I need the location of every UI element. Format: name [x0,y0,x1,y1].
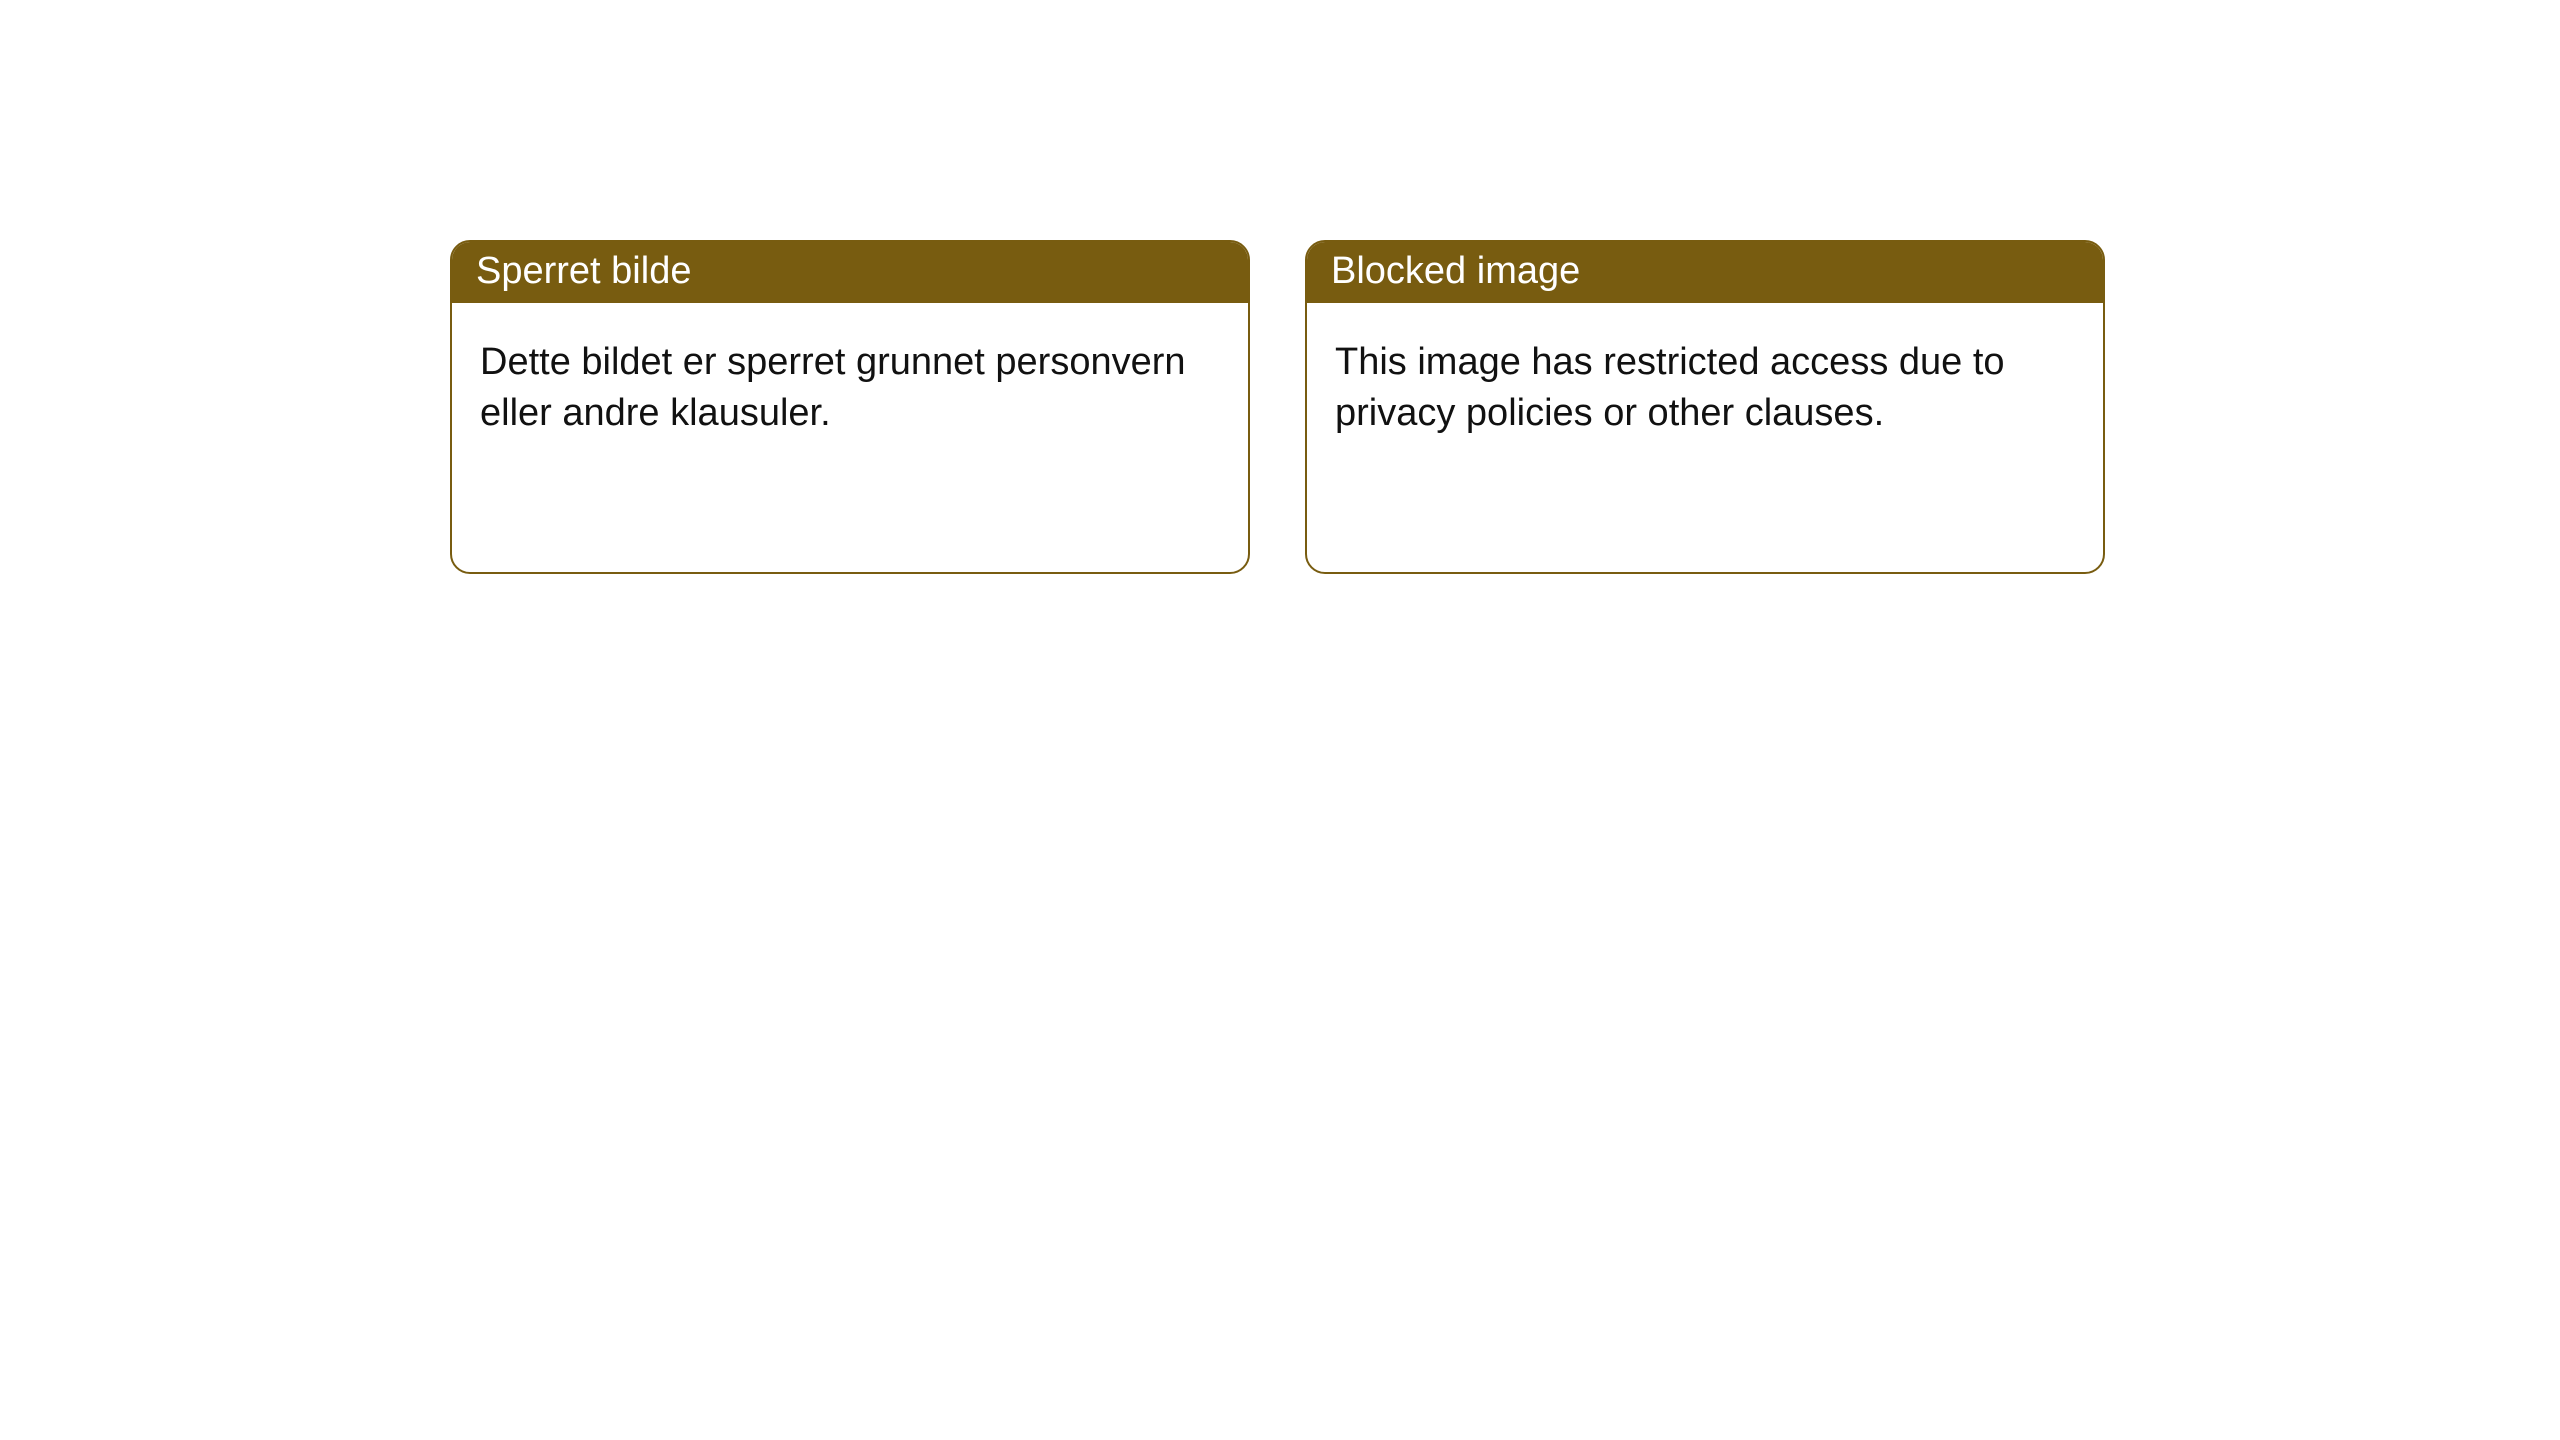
notice-card-title: Blocked image [1307,242,2103,303]
notice-card-title: Sperret bilde [452,242,1248,303]
notice-card-norwegian: Sperret bilde Dette bildet er sperret gr… [450,240,1250,574]
notice-card-body: This image has restricted access due to … [1307,303,2103,474]
notice-card-body: Dette bildet er sperret grunnet personve… [452,303,1248,474]
notice-cards-row: Sperret bilde Dette bildet er sperret gr… [0,0,2560,574]
notice-card-english: Blocked image This image has restricted … [1305,240,2105,574]
